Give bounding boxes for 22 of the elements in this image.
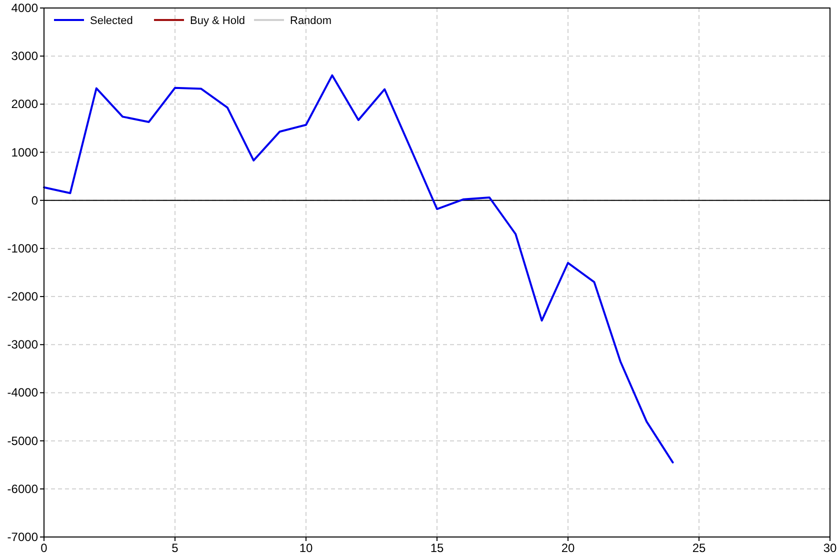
x-tick-label: 5	[172, 541, 179, 555]
y-tick-label: -2000	[7, 290, 38, 304]
x-tick-label: 0	[40, 541, 48, 555]
x-tick-label: 20	[561, 541, 575, 555]
x-tick-label: 30	[823, 541, 837, 555]
y-tick-label: 3000	[11, 49, 38, 64]
y-tick-label: 1000	[11, 145, 38, 160]
y-tick-label: -1000	[7, 241, 38, 256]
y-tick-label: 0	[31, 193, 38, 208]
x-tick-label: 15	[430, 541, 444, 555]
y-tick-label: -3000	[7, 338, 38, 352]
y-tick-label: -5000	[7, 434, 38, 448]
legend-label: Random	[290, 15, 332, 27]
x-tick-label: 25	[692, 541, 706, 555]
y-tick-label: 4000	[11, 1, 38, 15]
y-tick-label: -6000	[7, 482, 38, 496]
y-tick-label: -4000	[7, 386, 38, 400]
legend-label: Buy & Hold	[190, 15, 246, 27]
y-tick-label: -7000	[7, 530, 38, 544]
x-tick-label: 10	[299, 541, 313, 555]
legend-label: Selected	[90, 15, 133, 27]
y-tick-label: 2000	[11, 97, 38, 112]
